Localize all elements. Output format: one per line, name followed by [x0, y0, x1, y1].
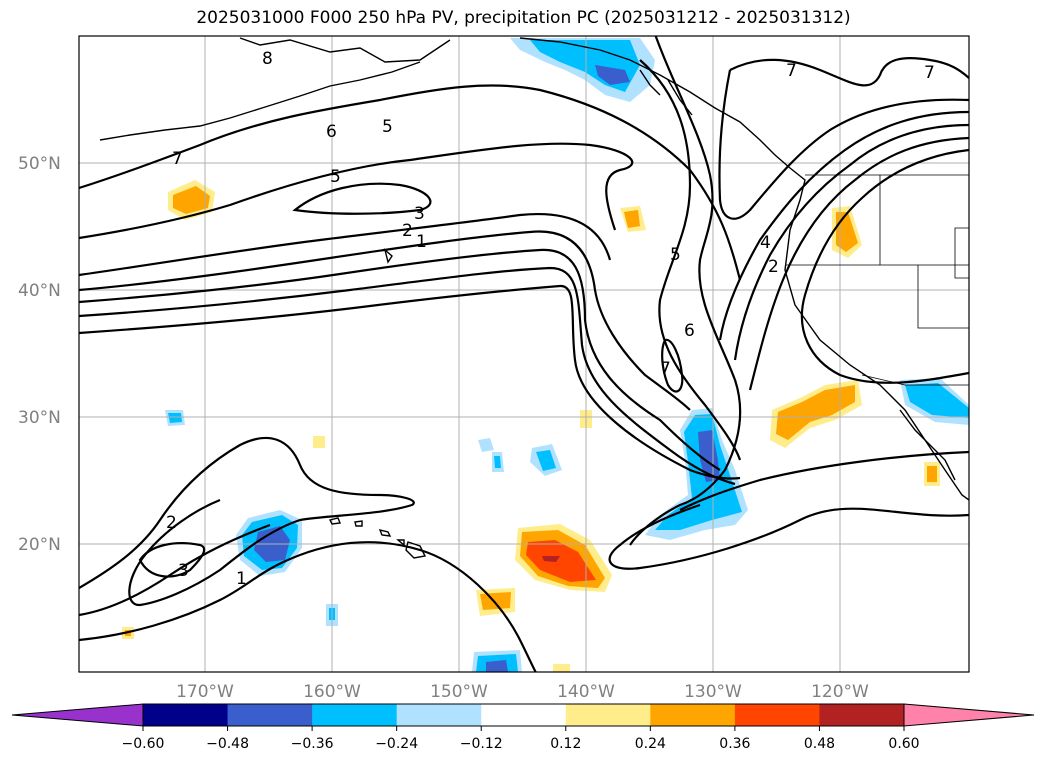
colorbar-tick-label: −0.24	[375, 736, 418, 752]
contour-label: 6	[326, 122, 337, 142]
contour-label: 3	[414, 204, 425, 224]
lat-label: 20°N	[18, 535, 61, 555]
precip-positive-region	[480, 592, 511, 610]
contour-label: 3	[178, 561, 189, 581]
colorbar-segment	[566, 704, 651, 726]
contour-label: 1	[416, 232, 427, 252]
lon-label: 150°W	[430, 682, 488, 702]
colorbar-extend-min	[12, 704, 143, 726]
lon-label: 160°W	[303, 682, 361, 702]
contour-label: 5	[670, 245, 681, 265]
colorbar-segment	[397, 704, 482, 726]
colorbar-tick-label: 0.36	[719, 736, 750, 752]
colorbar-segment	[819, 704, 904, 726]
precip-negative-region	[486, 660, 508, 672]
precip-positive-region	[553, 664, 570, 672]
contour-label: 7	[172, 149, 183, 169]
lon-label: 140°W	[557, 682, 615, 702]
precip-negative-region	[494, 456, 501, 468]
colorbar	[12, 704, 1034, 726]
map-plot-area	[79, 36, 969, 672]
latitude-labels: 50°N 40°N 30°N 20°N	[18, 154, 61, 555]
colorbar-segment	[143, 704, 228, 726]
colorbar-tick-label: −0.12	[460, 736, 503, 752]
contour-label: 1	[236, 569, 247, 589]
colorbar-segment	[228, 704, 313, 726]
contour-label: 7	[786, 61, 797, 81]
lat-label: 40°N	[18, 281, 61, 301]
colorbar-tick-label: 0.12	[550, 736, 581, 752]
colorbar-segment	[481, 704, 566, 726]
contour-label: 5	[382, 117, 393, 137]
contour-label: 7	[660, 359, 671, 379]
lat-label: 50°N	[18, 154, 61, 174]
colorbar-tick-label: −0.60	[122, 736, 165, 752]
contour-label: 6	[684, 321, 695, 341]
contour-label: 7	[924, 63, 935, 83]
colorbar-tick-label: 0.60	[888, 736, 919, 752]
precip-positive-region	[927, 466, 937, 482]
colorbar-segment	[650, 704, 735, 726]
colorbar-segment	[312, 704, 397, 726]
precip-positive-region	[313, 436, 325, 448]
lon-label: 120°W	[811, 682, 869, 702]
precip-negative-region	[168, 413, 182, 423]
contour-label: 8	[262, 49, 273, 69]
longitude-labels: 170°W 160°W 150°W 140°W 130°W 120°W	[176, 682, 869, 702]
contour-label: 2	[768, 257, 779, 277]
contour-label: 2	[402, 221, 413, 241]
colorbar-tick-label: 0.24	[635, 736, 666, 752]
colorbar-tick-label: 0.48	[804, 736, 835, 752]
lon-label: 130°W	[684, 682, 742, 702]
colorbar-segment	[735, 704, 820, 726]
colorbar-tick-label: −0.36	[291, 736, 334, 752]
contour-label: 5	[330, 167, 341, 187]
contour-label: 4	[760, 233, 771, 253]
contour-label: 2	[166, 513, 177, 533]
colorbar-ticks: −0.60 −0.48 −0.36 −0.24 −0.12 0.12 0.24 0.36 0.4…	[122, 726, 920, 752]
colorbar-tick-label: −0.48	[206, 736, 249, 752]
lon-label: 170°W	[176, 682, 234, 702]
colorbar-extend-max	[904, 704, 1034, 726]
lat-label: 30°N	[18, 408, 61, 428]
